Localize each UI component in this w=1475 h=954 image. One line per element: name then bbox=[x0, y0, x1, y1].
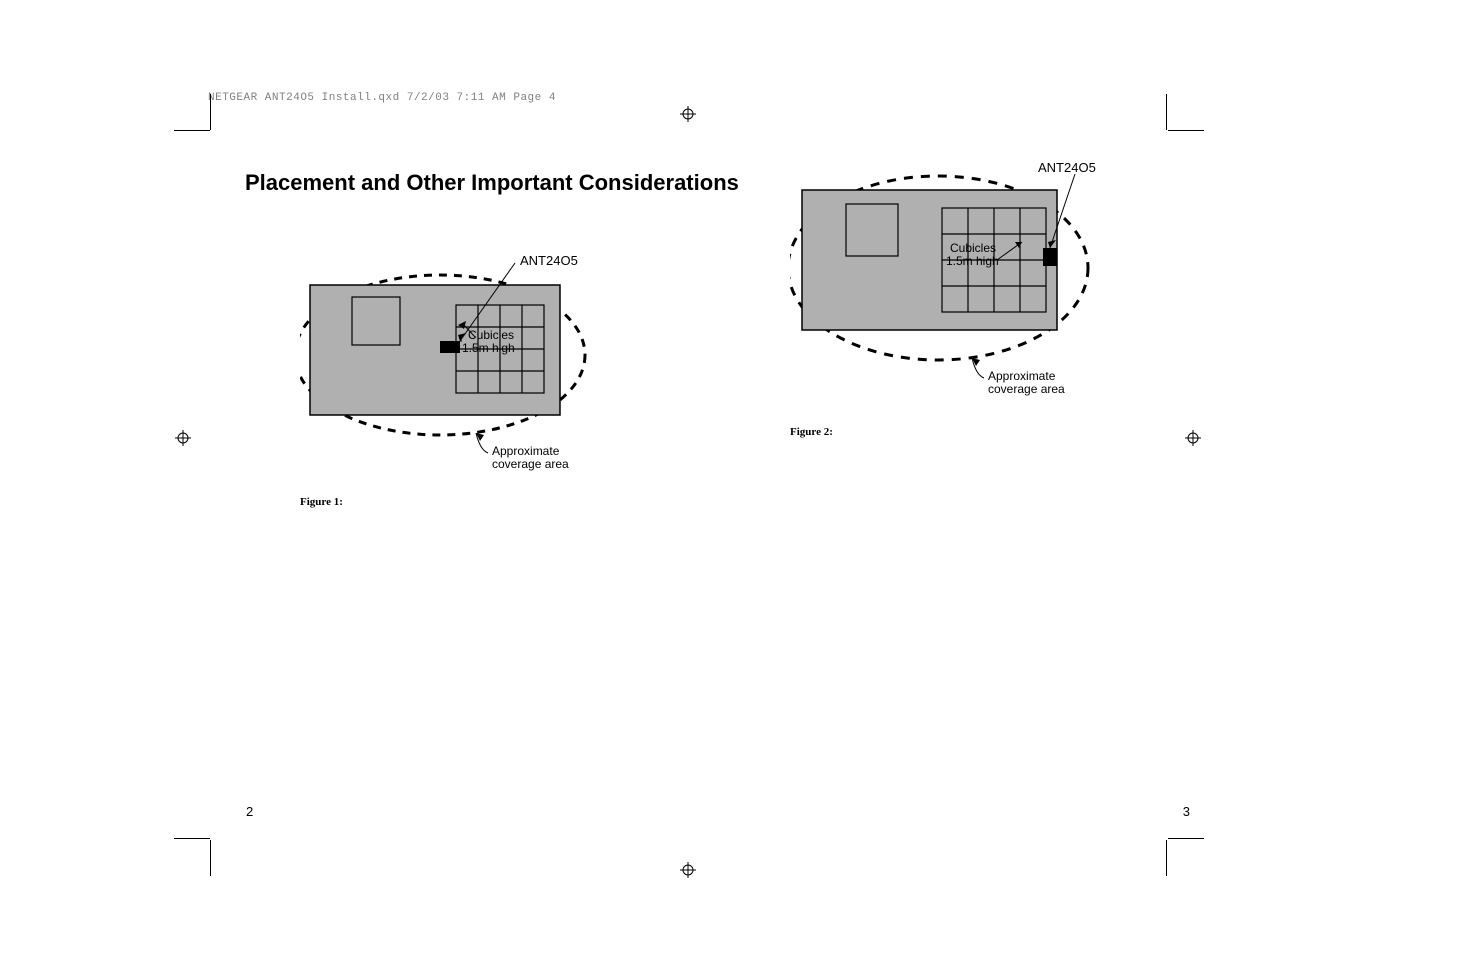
label-cubicles-2: 1.5m high bbox=[946, 254, 999, 268]
antenna-marker bbox=[440, 341, 460, 353]
page-number-left: 2 bbox=[246, 804, 253, 819]
label-coverage-1: Approximate bbox=[492, 444, 560, 458]
label-coverage-1: Approximate bbox=[988, 369, 1056, 383]
crop-mark bbox=[1168, 130, 1204, 131]
figure-2-caption: Figure 2: bbox=[790, 426, 1130, 438]
crop-mark bbox=[210, 840, 211, 876]
figure-2-diagram: ANT24O5 Cubicles 1.5m high Approximate c… bbox=[790, 160, 1130, 415]
page-number-right: 3 bbox=[1183, 804, 1190, 819]
registration-mark-icon bbox=[680, 106, 696, 122]
crop-mark bbox=[174, 130, 210, 131]
label-coverage-2: coverage area bbox=[988, 382, 1065, 396]
figure-1-caption: Figure 1: bbox=[300, 496, 610, 508]
label-cubicles-1: Cubicles bbox=[950, 241, 996, 255]
registration-mark-icon bbox=[680, 862, 696, 878]
registration-mark-icon bbox=[1185, 430, 1201, 446]
label-antenna: ANT24O5 bbox=[1038, 160, 1096, 175]
crop-mark bbox=[1166, 94, 1167, 130]
registration-mark-icon bbox=[175, 430, 191, 446]
crop-mark bbox=[1168, 838, 1204, 839]
label-coverage-2: coverage area bbox=[492, 457, 569, 471]
figure-1: ANT24O5 Cubicles 1.5m high Approximate c… bbox=[300, 255, 610, 508]
print-slug: NETGEAR ANT24O5 Install.qxd 7/2/03 7:11 … bbox=[208, 92, 556, 104]
figure-2: ANT24O5 Cubicles 1.5m high Approximate c… bbox=[790, 160, 1130, 438]
label-cubicles-1: Cubicles bbox=[468, 328, 514, 342]
page-title: Placement and Other Important Considerat… bbox=[245, 170, 739, 196]
crop-mark bbox=[210, 94, 211, 130]
crop-mark bbox=[174, 838, 210, 839]
label-cubicles-2: 1.5m high bbox=[462, 341, 515, 355]
figure-1-diagram: ANT24O5 Cubicles 1.5m high Approximate c… bbox=[300, 255, 610, 485]
antenna-marker bbox=[1043, 248, 1057, 266]
crop-mark bbox=[1166, 840, 1167, 876]
label-antenna: ANT24O5 bbox=[520, 255, 578, 268]
